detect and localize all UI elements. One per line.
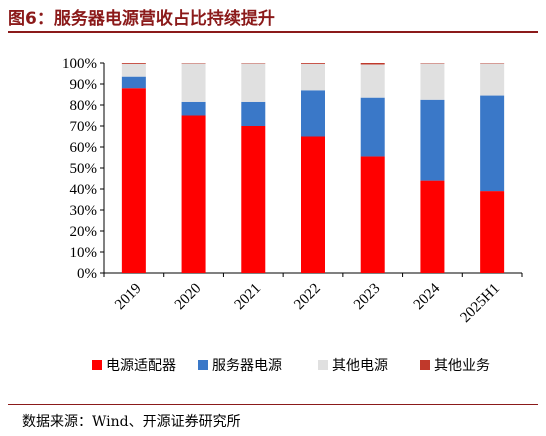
y-tick-label: 70%: [70, 119, 98, 135]
x-tick-label: 2023: [351, 281, 384, 314]
bar-segment-2019-series-4: [121, 63, 146, 64]
bar-segment-2022-series-4: [301, 63, 325, 64]
chart-title: 图6：服务器电源营收占比持续提升: [8, 9, 275, 29]
bar-segment-2022-series-2: [301, 90, 325, 137]
y-tick-label: 80%: [70, 98, 98, 114]
x-tick-label: 2021: [232, 281, 265, 314]
bar-segment-2020-series-3: [181, 63, 206, 102]
title-rule: [8, 31, 538, 33]
legend-label: 其他业务: [434, 358, 490, 374]
bar-segment-2023-series-2: [360, 97, 385, 157]
bar-segment-2022-series-3: [301, 63, 325, 91]
y-tick-label: 60%: [70, 140, 98, 156]
x-tick-label: 2024: [411, 280, 444, 313]
bar-segment-2019-series-1: [121, 88, 146, 273]
bar-segment-2024-series-3: [420, 63, 445, 100]
y-tick-label: 50%: [70, 161, 98, 177]
bar-segment-2020-series-2: [181, 101, 206, 116]
bar-segment-2021-series-2: [241, 101, 266, 126]
x-tick-label: 2019: [112, 281, 145, 314]
y-tick-label: 0%: [77, 266, 97, 282]
bar-segment-2020-series-1: [181, 115, 206, 273]
y-tick-label: 100%: [62, 56, 97, 72]
bar-segment-2023-series-4: [360, 63, 385, 65]
bar-segment-2021-series-1: [241, 126, 266, 273]
bar-segment-2024-series-2: [420, 99, 445, 181]
bar-segment-2022-series-1: [301, 136, 325, 273]
y-tick-label: 30%: [70, 203, 98, 219]
legend-label: 其他电源: [332, 358, 388, 374]
legend-label: 服务器电源: [212, 358, 282, 374]
bar-segment-2025H1-series-3: [480, 63, 505, 96]
bar-segment-2019-series-3: [121, 63, 146, 77]
x-tick-label: 2022: [291, 281, 324, 314]
bar-segment-2025H1-series-2: [480, 95, 505, 192]
bar-segment-2023-series-3: [360, 64, 385, 98]
source-rule: [8, 404, 538, 405]
legend-swatch: [420, 360, 430, 370]
source-note: 数据来源：Wind、开源证券研究所: [22, 414, 241, 430]
bar-segment-2019-series-2: [121, 76, 146, 89]
stacked-bar-chart: 0% 10% 20% 30% 40% 50% 60% 70% 80% 90% 100% 2019 202…: [62, 56, 523, 374]
bar-segment-2021-series-3: [241, 63, 266, 102]
legend-swatch: [318, 360, 328, 370]
y-tick-label: 40%: [70, 182, 98, 198]
x-tick-label: 2025H1: [457, 281, 502, 326]
legend-swatch: [92, 360, 102, 370]
bar-segment-2024-series-1: [420, 180, 445, 273]
legend-label: 电源适配器: [106, 358, 176, 374]
bar-segment-2023-series-1: [360, 156, 385, 273]
bar-segment-2025H1-series-1: [480, 191, 505, 273]
y-tick-label: 10%: [70, 245, 98, 261]
x-tick-label: 2020: [172, 281, 205, 314]
legend-swatch: [198, 360, 208, 370]
y-tick-label: 90%: [70, 77, 98, 93]
y-tick-label: 20%: [70, 224, 98, 240]
